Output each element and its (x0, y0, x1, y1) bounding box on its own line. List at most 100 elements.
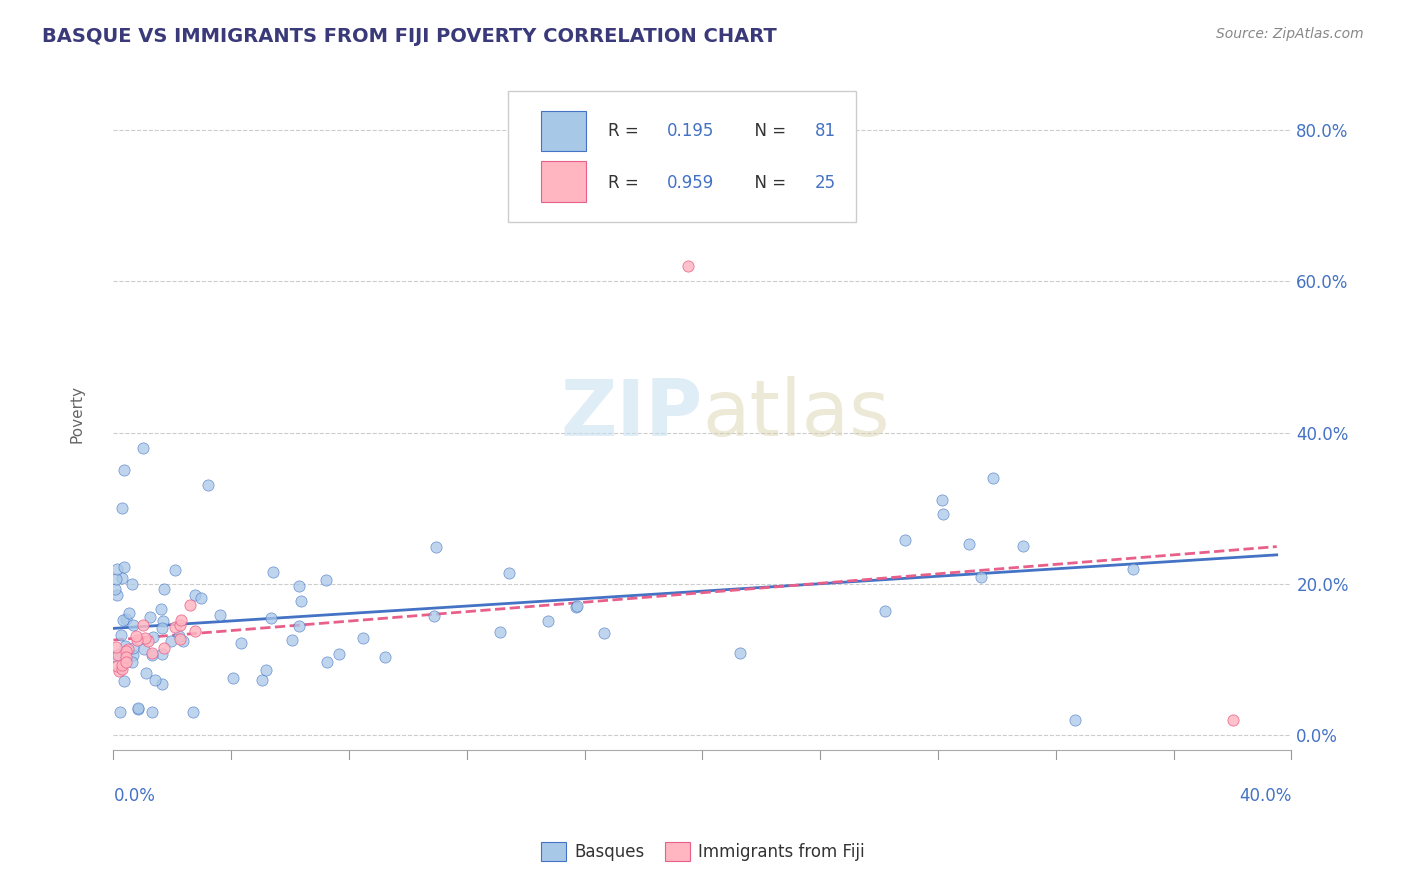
Point (141, 705, 163, 719)
Point (111, 571, 134, 585)
Point (981, 471, 1004, 485)
Point (169, 618, 191, 632)
Point (676, 260, 699, 274)
Point (108, 664, 131, 678)
Point (328, 648, 350, 662)
Point (127, 701, 149, 715)
Point (108, 647, 131, 661)
Point (281, 633, 304, 648)
Point (167, 629, 190, 643)
Point (315, 655, 337, 669)
Point (288, 578, 311, 592)
Point (290, 594, 312, 608)
FancyBboxPatch shape (508, 91, 856, 222)
Point (132, 441, 155, 455)
Point (1122, 561, 1144, 575)
Point (498, 566, 520, 581)
Point (959, 536, 981, 550)
Point (115, 612, 138, 626)
Point (134, 631, 156, 645)
Point (121, 577, 143, 591)
Text: N =: N = (744, 174, 792, 192)
Point (254, 663, 277, 677)
Point (110, 705, 132, 719)
Text: BASQUE VS IMMIGRANTS FROM FIJI POVERTY CORRELATION CHART: BASQUE VS IMMIGRANTS FROM FIJI POVERTY C… (42, 27, 778, 45)
Point (132, 617, 155, 632)
Point (107, 648, 129, 662)
Point (110, 628, 132, 642)
Point (260, 611, 283, 625)
Point (374, 650, 396, 665)
Point (112, 614, 135, 628)
Point (103, 582, 125, 596)
Point (567, 599, 589, 614)
Point (105, 640, 128, 654)
Point (250, 673, 273, 687)
Point (593, 626, 616, 640)
Text: 0.0%: 0.0% (114, 787, 155, 805)
Point (117, 642, 139, 657)
Text: 0.959: 0.959 (666, 174, 714, 192)
Point (425, 541, 447, 555)
Point (114, 639, 136, 653)
Point (222, 671, 245, 685)
Point (875, 604, 897, 618)
Point (121, 640, 143, 655)
Point (121, 648, 143, 662)
Point (169, 632, 191, 647)
Point (163, 563, 186, 577)
Point (165, 620, 187, 634)
Point (1012, 539, 1035, 553)
Point (190, 591, 212, 605)
Point (489, 625, 512, 640)
Point (170, 613, 193, 627)
Text: 25: 25 (814, 174, 835, 192)
Point (287, 618, 309, 632)
Point (172, 633, 194, 648)
Point (970, 570, 993, 584)
Point (150, 647, 173, 661)
Point (537, 615, 560, 629)
Point (141, 648, 163, 662)
Point (181, 705, 204, 719)
Point (105, 588, 128, 602)
Point (1222, 713, 1244, 727)
Text: R =: R = (609, 122, 644, 140)
Bar (541, 161, 586, 202)
Point (118, 607, 141, 621)
Point (1064, 713, 1087, 727)
Text: R =: R = (609, 174, 644, 192)
Point (112, 674, 135, 689)
Point (150, 602, 173, 616)
Point (105, 573, 128, 587)
Point (197, 478, 219, 492)
Point (112, 463, 135, 477)
Point (115, 655, 138, 669)
Point (150, 677, 173, 691)
Point (179, 598, 201, 612)
Point (125, 629, 148, 643)
Point (184, 588, 207, 602)
Text: 0.195: 0.195 (666, 122, 714, 140)
Point (135, 666, 157, 681)
Point (121, 655, 143, 669)
Point (152, 614, 174, 628)
Point (141, 646, 163, 660)
Point (160, 634, 183, 648)
Point (114, 643, 136, 657)
Text: 81: 81 (814, 122, 835, 140)
Point (152, 582, 174, 596)
Point (142, 630, 165, 644)
Point (111, 657, 134, 672)
Point (423, 608, 446, 623)
Point (114, 649, 136, 664)
Point (315, 573, 337, 587)
Y-axis label: Poverty: Poverty (69, 384, 84, 442)
Point (728, 646, 751, 660)
Point (134, 641, 156, 656)
Point (105, 562, 128, 576)
Text: 40.0%: 40.0% (1239, 787, 1292, 805)
Text: N =: N = (744, 122, 792, 140)
Point (127, 632, 149, 647)
Point (565, 600, 588, 615)
